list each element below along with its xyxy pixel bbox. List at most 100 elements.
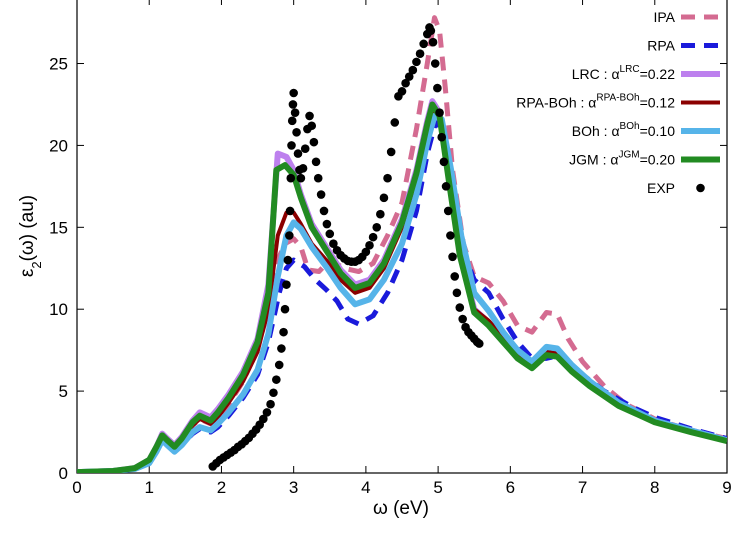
y-tick-label: 5: [59, 382, 68, 401]
legend-sample-exp: [696, 183, 705, 193]
series-layer: [77, 15, 727, 473]
exp-data-point: [419, 39, 428, 49]
legend-label-boh: BOh : αBOh=0.10: [572, 121, 675, 139]
exp-data-point: [452, 288, 462, 298]
x-tick-label: 6: [506, 478, 515, 497]
legend-label-tail: =0.10: [640, 123, 676, 139]
exp-data-point: [455, 303, 465, 312]
exp-data-point: [309, 137, 319, 147]
exp-data-point: [272, 375, 281, 384]
exp-data-point: [372, 223, 382, 232]
exp-data-point: [319, 206, 329, 216]
exp-data-point: [428, 37, 438, 47]
legend-label-ipa: IPA: [653, 9, 675, 25]
x-tick-label: 8: [650, 478, 659, 497]
x-tick-label: 9: [722, 478, 731, 497]
legend-label-main: IPA: [653, 9, 675, 25]
x-axis-ticks: 0 1 2 3 4 5 6 7 8 9: [72, 0, 732, 497]
exp-data-point: [286, 173, 296, 183]
exp-data-point: [285, 206, 295, 216]
y-axis-ticks: 0 5 10 15 20 25: [49, 55, 727, 483]
series-line-jgm: [77, 101, 727, 473]
x-axis-label: ω (eV): [373, 498, 429, 519]
exp-data-point: [292, 128, 301, 137]
y-axis-label-rest: (ω) (au): [17, 195, 38, 262]
exp-data-point: [316, 190, 326, 199]
exp-data-point: [285, 231, 294, 240]
exp-data-point: [322, 219, 332, 229]
legend-label-tail: =0.20: [640, 152, 676, 168]
legend-label-sup: BOh: [620, 121, 640, 132]
exp-data-point: [439, 157, 449, 167]
exp-data-point: [390, 118, 400, 127]
exp-data-point: [259, 414, 268, 424]
x-tick-label: 3: [289, 478, 298, 497]
exp-data-point: [287, 141, 296, 150]
exp-data-point: [448, 252, 457, 262]
exp-data-point: [446, 231, 455, 240]
legend-label-sup: JGM: [618, 150, 639, 161]
exp-data-point: [443, 206, 453, 216]
x-tick-label: 1: [144, 478, 153, 497]
exp-data-point: [290, 108, 300, 117]
exp-data-point: [383, 173, 392, 183]
exp-data-point: [430, 59, 440, 68]
exp-data-point: [298, 164, 308, 173]
legend-label-main: BOh : α: [572, 123, 620, 139]
series-line-boh: [77, 112, 727, 473]
legend-label-main: JGM : α: [569, 152, 618, 168]
exp-data-point: [293, 149, 303, 158]
y-axis-label-main: ε: [17, 268, 38, 277]
legend-label-main: RPA: [647, 38, 675, 54]
y-tick-label: 20: [49, 136, 68, 155]
legend-label-jgm: JGM : αJGM=0.20: [569, 150, 675, 168]
exp-data-point: [408, 65, 418, 75]
exp-data-point: [300, 144, 310, 153]
legend-label-main: EXP: [647, 180, 675, 196]
exp-data-point: [397, 87, 407, 96]
exp-data-point: [288, 100, 298, 109]
exp-data-point: [274, 360, 284, 370]
exp-data-point: [287, 116, 297, 126]
exp-data-point: [412, 57, 421, 67]
exp-data-point: [368, 232, 378, 242]
exp-data-point: [283, 255, 293, 265]
exp-data-point: [280, 304, 290, 314]
exp-data-point: [361, 247, 371, 257]
exp-data-point: [376, 209, 385, 219]
y-axis-label-sub: 2: [29, 261, 44, 268]
y-axis-label: ε2(ω) (au): [17, 195, 44, 277]
x-tick-label: 0: [72, 478, 81, 497]
y-tick-label: 25: [49, 55, 68, 74]
x-tick-label: 2: [217, 478, 226, 497]
exp-data-point: [365, 241, 374, 250]
exp-data-point: [282, 280, 291, 289]
exp-data-point: [266, 399, 275, 409]
legend-label-exp: EXP: [647, 180, 675, 196]
legend-label-lrc: LRC : αLRC=0.22: [572, 64, 675, 82]
exp-data-point: [441, 182, 451, 191]
legend-label-rpa: RPA: [647, 38, 675, 54]
x-tick-label: 5: [433, 478, 442, 497]
exp-data-point: [458, 314, 467, 324]
exp-data-point: [311, 157, 321, 167]
exp-data-point: [379, 193, 389, 203]
exp-data-point: [415, 49, 425, 58]
legend-label-tail: =0.22: [640, 66, 676, 82]
legend-label-sup: RPA-BOh: [596, 93, 639, 104]
exp-data-point: [313, 173, 323, 183]
exp-data-point: [262, 408, 272, 417]
exp-data-point: [401, 78, 410, 88]
legend-label-tail: =0.12: [640, 95, 676, 111]
plot-frame: [76, 0, 728, 474]
legend-label-rpa-boh: RPA-BOh : αRPA-BOh=0.12: [516, 93, 675, 111]
exp-data-point: [325, 229, 335, 239]
legend-label-main: LRC : α: [572, 66, 620, 82]
exp-data-point: [404, 72, 414, 81]
exp-data-point: [269, 388, 278, 398]
exp-data-point: [435, 108, 444, 117]
exp-data-point: [277, 344, 286, 353]
x-tick-label: 4: [361, 478, 370, 497]
legend: IPA RPA LRC : αLRC=0.22 RPA-BOh : αRPA-BOh=…: [516, 9, 720, 196]
